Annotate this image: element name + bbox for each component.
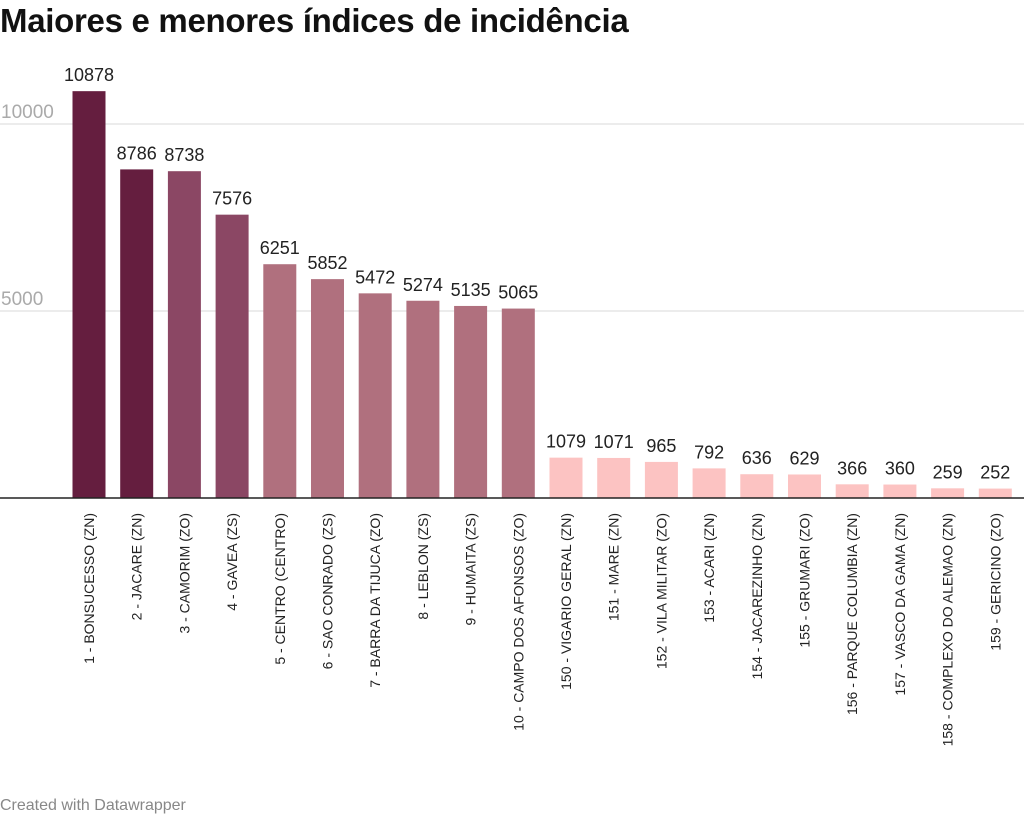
value-label: 252 [980, 463, 1010, 483]
x-tick-label: 158 - COMPLEXO DO ALEMAO (ZN) [940, 513, 956, 746]
value-label: 366 [837, 458, 867, 478]
x-tick-label: 156 - PARQUE COLUMBIA (ZN) [844, 513, 860, 715]
x-tick-label: 153 - ACARI (ZN) [701, 513, 717, 623]
bar [931, 488, 965, 498]
value-label: 1079 [546, 432, 586, 452]
x-tick-label: 1 - BONSUCESSO (ZN) [81, 513, 97, 664]
value-label: 7576 [212, 189, 252, 209]
bar [501, 308, 535, 498]
bar [835, 484, 869, 498]
bar [358, 293, 392, 498]
value-label: 5135 [451, 280, 491, 300]
x-tick-label: 155 - GRUMARI (ZO) [797, 513, 813, 648]
bar [644, 461, 678, 498]
bar [167, 171, 201, 499]
bars [72, 91, 1012, 499]
bar [692, 468, 726, 498]
x-tick-label: 9 - HUMAITA (ZS) [463, 513, 479, 626]
value-labels: 10878 8786 8738 7576 6251 5852 5472 5274 5135 506… [64, 65, 1010, 482]
bar [311, 279, 344, 498]
value-label: 636 [742, 448, 772, 468]
value-label: 5472 [355, 267, 395, 287]
bar [549, 457, 583, 498]
x-tick-label: 8 - LEBLON (ZS) [415, 513, 431, 620]
value-label: 259 [933, 462, 963, 482]
value-label: 629 [789, 448, 819, 468]
x-tick-label: 150 - VIGARIO GERAL (ZN) [558, 513, 574, 690]
x-tick-label: 6 - SAO CONRADO (ZS) [320, 513, 336, 669]
x-tick-label: 10 - CAMPO DOS AFONSOS (ZO) [510, 513, 526, 731]
value-label: 10878 [64, 65, 114, 85]
bar [454, 305, 488, 498]
value-label: 5852 [307, 253, 347, 273]
bar [597, 457, 631, 498]
x-tick-label: 5 - CENTRO (CENTRO) [272, 513, 288, 665]
y-axis-ticks: 5000 10000 [1, 102, 54, 310]
x-tick-label: 152 - VILA MILITAR (ZO) [653, 513, 669, 669]
value-label: 792 [694, 442, 724, 462]
value-label: 8786 [117, 143, 157, 163]
bar [740, 474, 774, 498]
bar [883, 484, 917, 498]
bar [215, 214, 249, 498]
bar [978, 488, 1012, 498]
value-label: 1071 [594, 432, 634, 452]
value-label: 360 [885, 459, 915, 479]
value-label: 5274 [403, 275, 443, 295]
bar [263, 264, 297, 498]
chart-title: Maiores e menores índices de incidência [0, 2, 629, 39]
x-tick-label: 159 - GERICINO (ZO) [987, 513, 1003, 651]
bar [788, 474, 821, 498]
datawrapper-credit: Created with Datawrapper [0, 797, 186, 814]
x-tick-label: 7 - BARRA DA TIJUCA (ZO) [367, 513, 383, 688]
x-tick-label: 4 - GAVEA (ZS) [224, 513, 240, 611]
value-label: 965 [646, 436, 676, 456]
bar [406, 300, 440, 498]
y-tick-label: 5000 [1, 289, 43, 310]
x-tick-label: 3 - CAMORIM (ZO) [176, 513, 192, 634]
value-label: 8738 [164, 145, 204, 165]
y-tick-label: 10000 [1, 102, 54, 123]
x-axis-labels: 1 - BONSUCESSO (ZN) 2 - JACARE (ZN) 3 - CA… [81, 513, 1003, 746]
x-tick-label: 154 - JACAREZINHO (ZN) [749, 513, 765, 679]
value-label: 6251 [260, 238, 300, 258]
x-tick-label: 157 - VASCO DA GAMA (ZN) [892, 513, 908, 696]
value-label: 5065 [498, 283, 538, 303]
bar [72, 91, 106, 498]
x-tick-label: 2 - JACARE (ZN) [129, 513, 145, 620]
bar [120, 169, 154, 498]
x-tick-label: 151 - MARE (ZN) [606, 513, 622, 621]
